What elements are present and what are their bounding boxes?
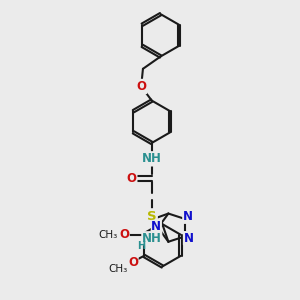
- Text: NH: NH: [142, 152, 162, 165]
- Text: N: N: [183, 210, 193, 223]
- Text: NH: NH: [142, 232, 162, 245]
- Text: H: H: [137, 242, 145, 251]
- Text: O: O: [136, 80, 146, 93]
- Text: N: N: [152, 220, 161, 233]
- Text: O: O: [119, 228, 129, 241]
- Text: S: S: [147, 209, 157, 223]
- Text: N: N: [184, 232, 194, 244]
- Text: CH₃: CH₃: [108, 264, 127, 274]
- Text: O: O: [126, 172, 136, 185]
- Text: CH₃: CH₃: [99, 230, 118, 240]
- Text: O: O: [128, 256, 138, 269]
